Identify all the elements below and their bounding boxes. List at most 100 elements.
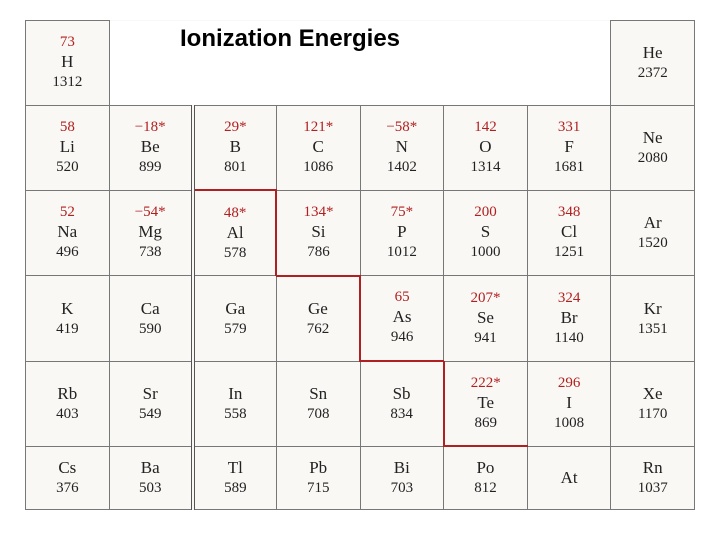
cell-O: 142O1314 [444,105,528,190]
element-symbol: In [197,383,274,405]
element-symbol: As [363,306,441,328]
cell-Ar: Ar1520 [611,190,695,275]
ionization-value: 946 [363,328,441,348]
top-value: 207* [446,289,525,307]
element-symbol: Be [112,136,189,158]
cell-Cs: Cs376 [26,446,110,509]
top-value: 75* [363,203,442,221]
top-value: 324 [530,289,609,307]
element-symbol: B [197,136,274,158]
cell-Ge: Ge762 [276,276,360,361]
cell-S: 200S1000 [444,190,528,275]
ionization-value: 579 [197,320,274,340]
ionization-value: 1520 [613,234,692,254]
ionization-value: 496 [28,243,107,263]
ionization-value: 376 [28,479,107,499]
element-symbol: Kr [613,298,692,320]
top-value: 52 [28,203,107,221]
element-symbol: Na [28,221,107,243]
cell-Te: 222*Te869 [444,361,528,446]
ionization-value: 941 [446,329,525,349]
top-value: 348 [530,203,609,221]
ionization-value: 549 [112,405,189,425]
cell-As: 65As946 [360,276,444,361]
ionization-value: 503 [112,479,189,499]
top-value: 222* [447,374,525,392]
element-symbol: Cl [530,221,609,243]
ionization-value: 869 [447,414,525,434]
cell-Kr: Kr1351 [611,276,695,361]
ionization-value: 738 [112,243,189,263]
element-symbol: Pb [279,457,358,479]
element-symbol: Cs [28,457,107,479]
table-row: K419 Ca590 Ga579 Ge762 65As946 207*Se941… [26,276,695,361]
periodic-table: 73 H 1312 He 2372 58Li520 −18*Be899 29*B… [25,20,695,510]
cell-Ca: Ca590 [109,276,193,361]
top-value: 65 [363,288,441,306]
top-value: 58 [28,118,107,136]
cell-Pb: Pb715 [276,446,360,509]
ionization-value: 403 [28,405,107,425]
element-symbol: Ne [613,127,692,149]
ionization-value: 520 [28,158,107,178]
ionization-value: 801 [197,158,274,178]
cell-Mg: −54*Mg738 [109,190,193,275]
element-symbol: Al [197,222,274,244]
ionization-value: 834 [363,405,441,425]
cell-He: He 2372 [611,21,695,106]
cell-F: 331F1681 [527,105,611,190]
ionization-value: 715 [279,479,358,499]
ionization-value: 1351 [613,320,692,340]
element-symbol: He [613,42,692,64]
ionization-value: 2372 [613,64,692,84]
element-symbol: Ba [112,457,189,479]
top-value: −18* [112,118,189,136]
cell-Sr: Sr549 [109,361,193,446]
top-value: −54* [112,203,189,221]
element-symbol: P [363,221,442,243]
cell-Ga: Ga579 [193,276,277,361]
ionization-value: 1086 [279,158,358,178]
cell-P: 75*P1012 [360,190,444,275]
cell-H: 73 H 1312 [26,21,110,106]
ionization-value: 1681 [530,158,609,178]
cell-Rb: Rb403 [26,361,110,446]
table-row: 52Na496 −54*Mg738 48*Al578 134*Si786 75*… [26,190,695,275]
element-symbol: At [530,467,609,489]
element-symbol: Ca [112,298,189,320]
cell-I: 296I1008 [527,361,611,446]
element-symbol: Po [446,457,525,479]
top-value: 200 [446,203,525,221]
element-symbol: N [363,136,442,158]
element-symbol: Sn [279,383,358,405]
ionization-value: 703 [363,479,442,499]
ionization-value: 1037 [613,479,692,499]
top-value: 29* [197,118,274,136]
element-symbol: Br [530,307,609,329]
element-symbol: Xe [613,383,692,405]
ionization-value: 1312 [28,73,107,93]
element-symbol: S [446,221,525,243]
cell-Be: −18*Be899 [109,105,193,190]
element-symbol: Mg [112,221,189,243]
element-symbol: Ga [197,298,274,320]
cell-Bi: Bi703 [360,446,444,509]
element-symbol: Tl [197,457,274,479]
ionization-value: 1008 [530,414,609,434]
element-symbol: K [28,298,107,320]
element-symbol: Ge [279,298,357,320]
element-symbol: F [530,136,609,158]
ionization-value: 590 [112,320,189,340]
top-value: −58* [363,118,442,136]
top-value: 296 [530,374,609,392]
ionization-value: 558 [197,405,274,425]
element-symbol: C [279,136,358,158]
top-value: 121* [279,118,358,136]
ionization-value: 708 [279,405,358,425]
cell-Sb: Sb834 [360,361,444,446]
ionization-value: 589 [197,479,274,499]
table-row: Rb403 Sr549 In558 Sn708 Sb834 222*Te869 … [26,361,695,446]
cell-Rn: Rn1037 [611,446,695,509]
ionization-value: 786 [279,243,357,263]
cell-C: 121*C1086 [276,105,360,190]
